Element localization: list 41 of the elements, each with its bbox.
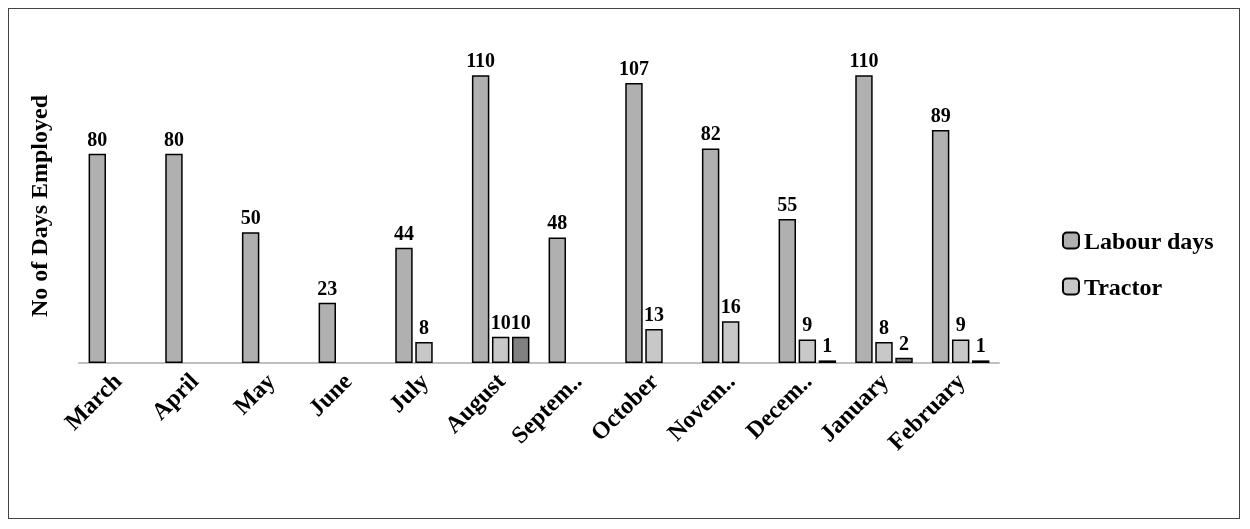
data-label: 89 [930,104,951,127]
data-label: 110 [466,49,496,72]
bar [855,75,873,363]
bar [241,232,260,363]
bar [778,219,797,363]
data-label: 9 [955,313,966,336]
bar [471,75,490,363]
x-tick-label: July [383,367,434,418]
data-label: 13 [644,302,664,325]
data-label: 110 [849,49,879,72]
bar [548,237,567,363]
data-label: 8 [879,316,889,339]
bar [395,247,413,363]
bar [165,153,183,363]
data-label: 9 [802,313,813,336]
data-label: 55 [777,193,798,216]
y-axis-title: No of Days Employed [26,94,52,318]
bar [511,336,530,363]
data-label: 1 [822,334,833,357]
legend-label: Labour days [1083,227,1214,254]
data-label: 44 [393,221,414,244]
bar [318,302,337,363]
bar [701,148,720,363]
data-label: 50 [240,206,261,229]
data-label: 82 [700,122,721,145]
bar [88,153,107,363]
bar [931,130,950,363]
bar [895,357,913,363]
data-label: 8 [419,316,429,339]
data-label: 16 [720,295,741,318]
data-label: 10 [510,310,531,333]
data-label: 48 [547,211,568,234]
legend-label: Tractor [1083,273,1163,300]
data-label: 2 [899,331,910,354]
data-label: 107 [618,57,649,80]
data-label: 80 [163,127,184,150]
data-label: 80 [87,127,108,150]
data-label: 10 [490,310,511,333]
data-label: 1 [975,334,986,357]
bar [625,83,643,363]
data-label: 23 [317,276,338,299]
